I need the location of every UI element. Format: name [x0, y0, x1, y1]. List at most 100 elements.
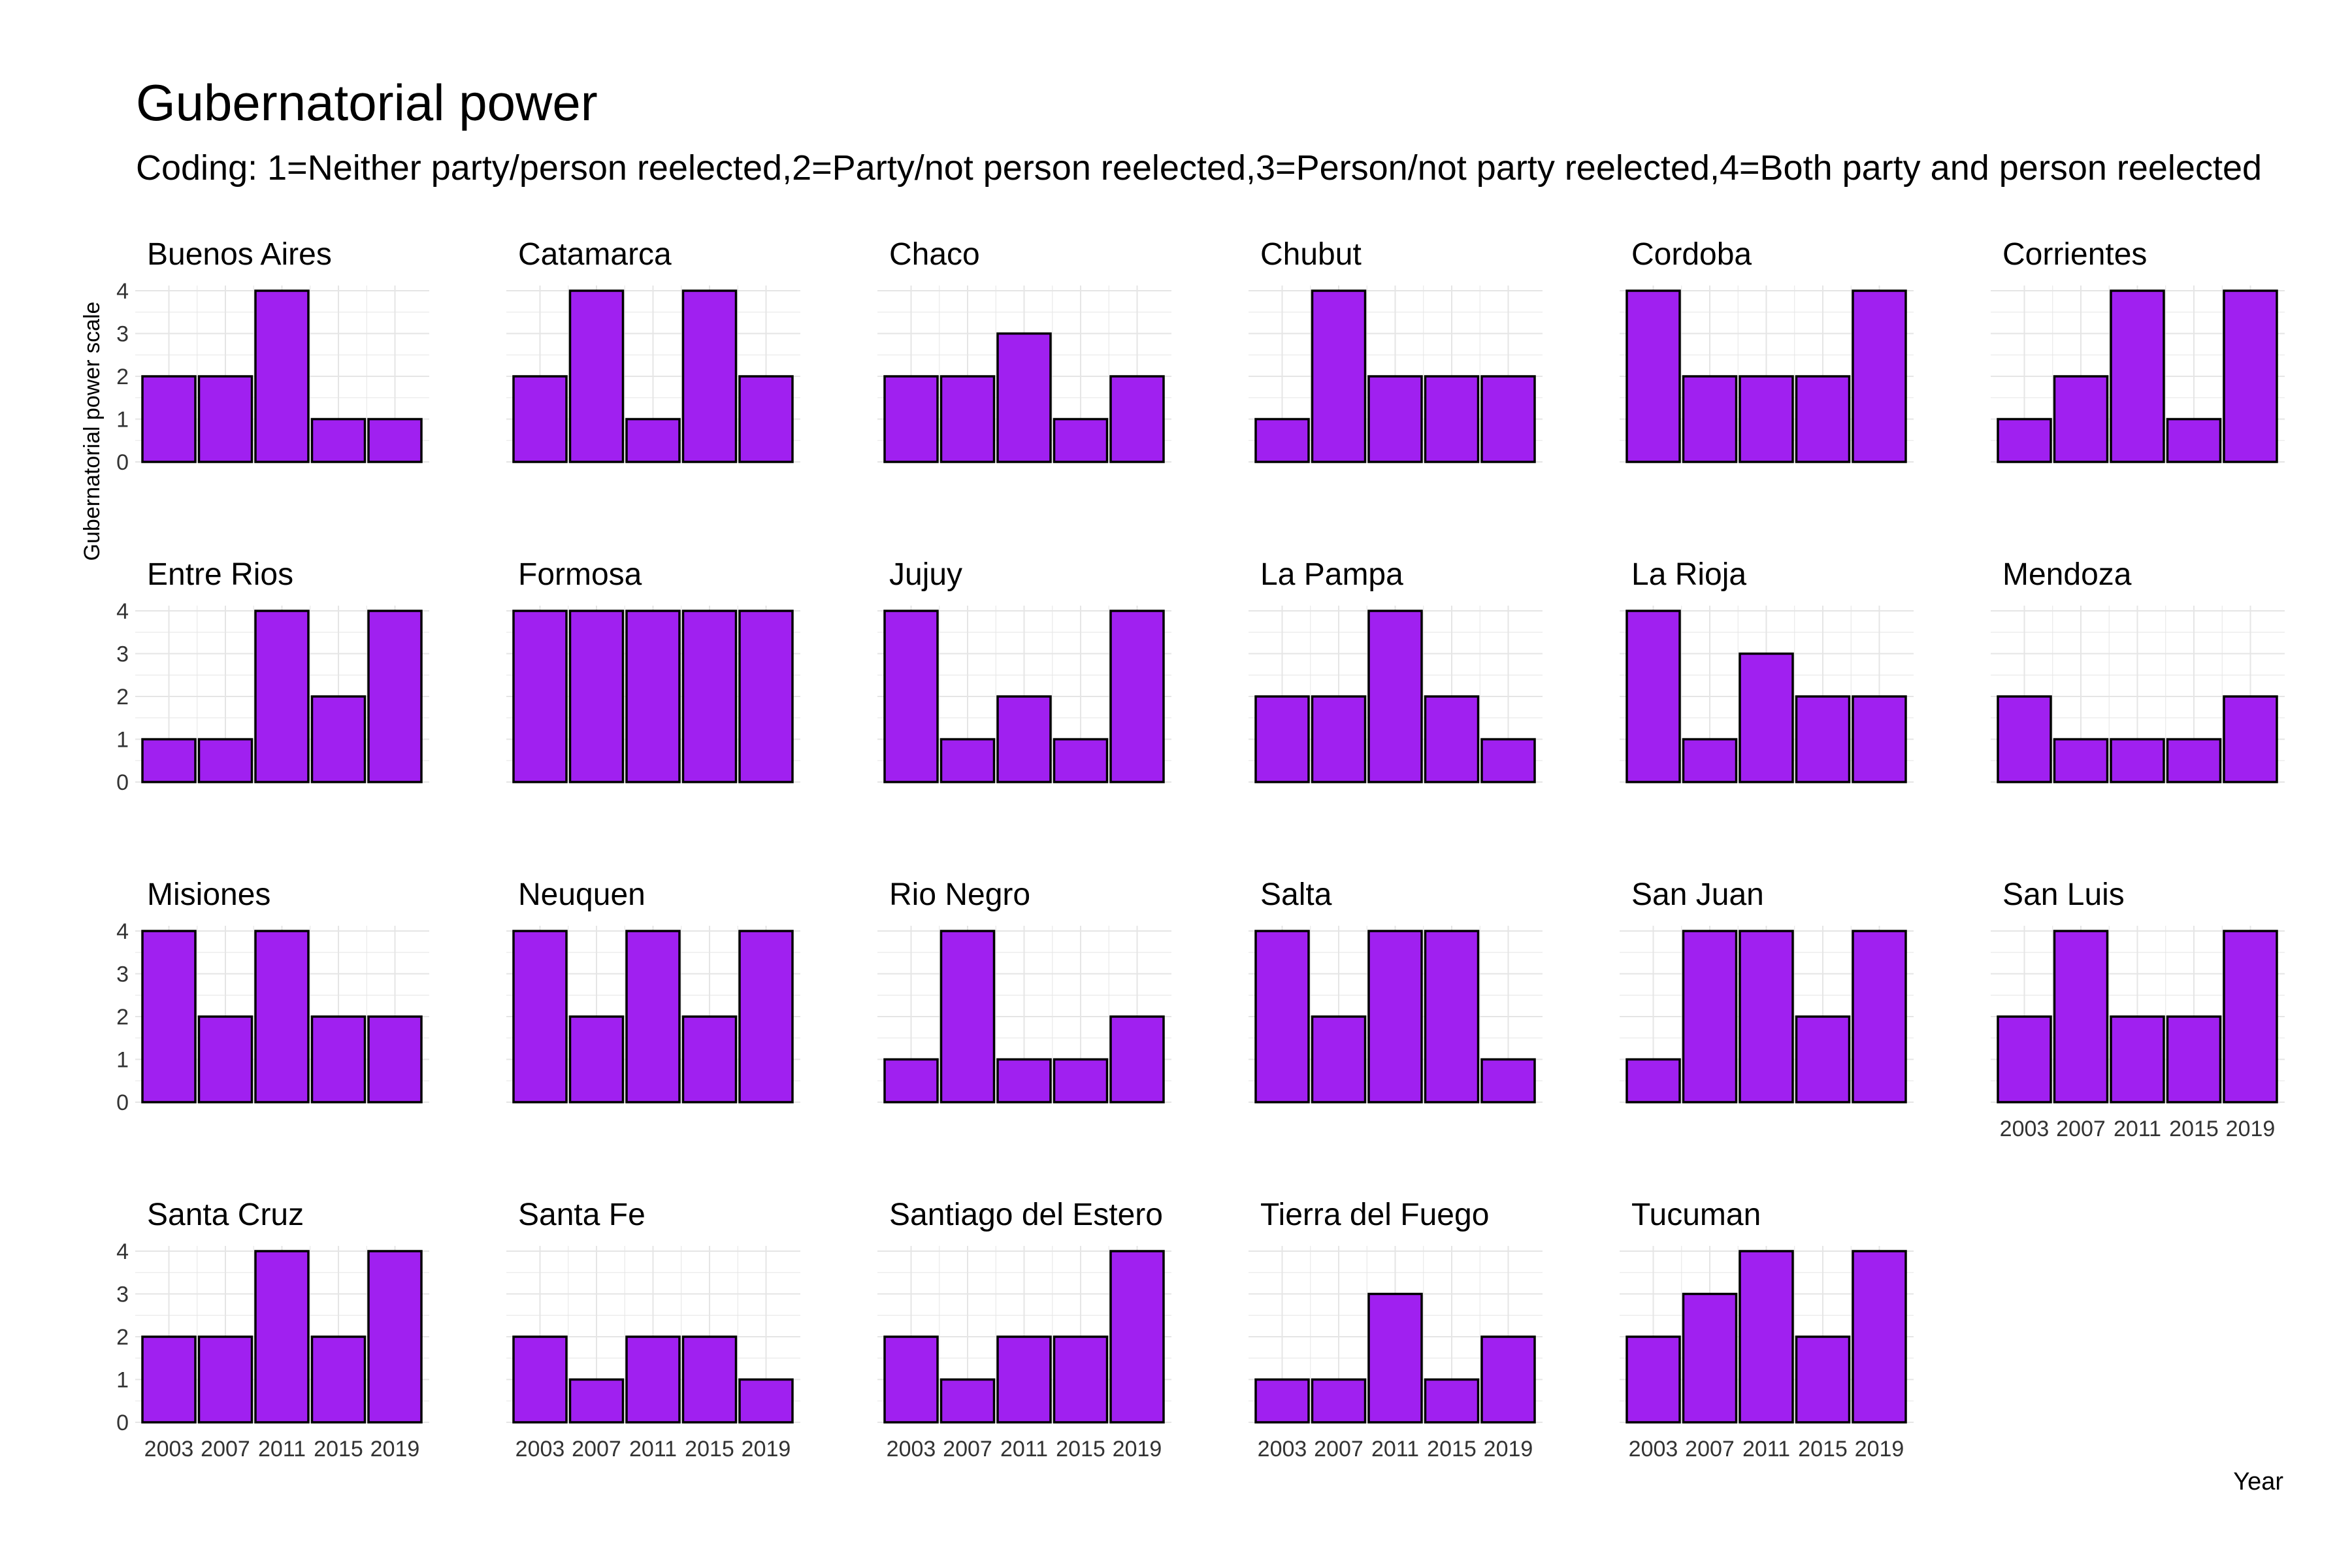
x-tick-label: 2015	[685, 1437, 734, 1462]
x-tick-label: 2019	[2226, 1117, 2276, 1141]
bar	[310, 1335, 367, 1424]
y-tick-label: 2	[116, 1325, 129, 1350]
bar	[1795, 695, 1851, 783]
bar	[1053, 1335, 1109, 1424]
bar	[1311, 289, 1367, 463]
x-tick-label: 2019	[1484, 1437, 1533, 1462]
bar	[1367, 1292, 1423, 1424]
bar	[738, 610, 794, 783]
bar	[254, 930, 310, 1103]
bar	[1424, 930, 1480, 1103]
bar	[883, 1058, 939, 1103]
panel-title: San Juan	[1631, 877, 1764, 912]
bar	[310, 417, 367, 463]
y-tick-label: 3	[116, 1282, 129, 1307]
bar	[2110, 289, 2165, 463]
bar	[2223, 289, 2278, 463]
bar	[1109, 1250, 1165, 1424]
bar	[883, 375, 939, 463]
bar	[939, 738, 996, 783]
y-tick-label: 0	[116, 1090, 129, 1115]
y-tick-label: 0	[116, 450, 129, 475]
x-tick-label: 2007	[943, 1437, 992, 1462]
panel-title: Neuquen	[518, 877, 645, 912]
bar	[1625, 1335, 1681, 1424]
bar	[738, 375, 794, 463]
bar	[367, 1250, 423, 1424]
bar	[738, 930, 794, 1103]
bar	[1852, 289, 1907, 463]
x-tick-label: 2011	[629, 1437, 677, 1462]
y-tick-label: 3	[116, 642, 129, 667]
chart-title: Gubernatorial power	[136, 74, 598, 131]
bar	[1625, 610, 1681, 783]
bar	[141, 930, 197, 1103]
y-tick-label: 1	[116, 1368, 129, 1393]
x-tick-label: 2003	[1629, 1437, 1678, 1462]
y-tick-label: 2	[116, 365, 129, 389]
x-tick-label: 2019	[1855, 1437, 1904, 1462]
bar	[1367, 930, 1423, 1103]
y-tick-label: 4	[116, 1239, 129, 1264]
bar	[1739, 375, 1794, 463]
bar	[512, 1335, 568, 1424]
y-tick-label: 4	[116, 279, 129, 304]
bar	[1852, 1250, 1907, 1424]
bar	[1852, 930, 1907, 1103]
bar	[625, 1335, 681, 1424]
bar	[1480, 1058, 1536, 1103]
bar	[996, 332, 1052, 463]
bar	[512, 610, 568, 783]
bar	[254, 1250, 310, 1424]
bar	[681, 1015, 738, 1103]
chart-subtitle: Coding: 1=Neither party/person reelected…	[136, 148, 2262, 188]
bar	[2166, 738, 2222, 783]
panel-title: Chaco	[889, 237, 980, 272]
bar	[2053, 375, 2109, 463]
y-tick-label: 0	[116, 1411, 129, 1435]
panel-title: Mendoza	[2002, 557, 2132, 592]
bar	[883, 1335, 939, 1424]
bar	[2166, 417, 2222, 463]
bar	[1424, 375, 1480, 463]
bar	[254, 610, 310, 783]
panel-title: Tucuman	[1631, 1198, 1761, 1232]
panel-title: Catamarca	[518, 237, 672, 272]
bar	[2110, 738, 2165, 783]
bar	[2110, 1015, 2165, 1103]
bar	[367, 417, 423, 463]
bar	[1997, 1015, 2052, 1103]
panel-title: Misiones	[147, 877, 270, 912]
x-tick-label: 2015	[1798, 1437, 1848, 1462]
panel-title: Salta	[1260, 877, 1332, 912]
panel-title: La Rioja	[1631, 557, 1746, 592]
x-tick-label: 2019	[1113, 1437, 1162, 1462]
x-tick-label: 2003	[515, 1437, 565, 1462]
bar	[568, 610, 625, 783]
bar	[512, 930, 568, 1103]
panel-title: La Pampa	[1260, 557, 1403, 592]
bar	[1682, 930, 1738, 1103]
x-tick-label: 2007	[1314, 1437, 1364, 1462]
bar	[1424, 1378, 1480, 1424]
panel-title: San Luis	[2002, 877, 2125, 912]
bar	[939, 375, 996, 463]
bar	[1795, 1335, 1851, 1424]
bar	[1109, 610, 1165, 783]
x-tick-label: 2007	[201, 1437, 250, 1462]
bar	[1480, 375, 1536, 463]
y-tick-label: 1	[116, 1048, 129, 1073]
bar	[1739, 1250, 1794, 1424]
bar	[197, 375, 253, 463]
panel-title: Santiago del Estero	[889, 1198, 1163, 1232]
bar	[310, 1015, 367, 1103]
bar	[738, 1378, 794, 1424]
bar	[996, 695, 1052, 783]
bar	[996, 1335, 1052, 1424]
bar	[1682, 375, 1738, 463]
bar	[2166, 1015, 2222, 1103]
bar	[568, 289, 625, 463]
bar	[939, 1378, 996, 1424]
bar	[1367, 610, 1423, 783]
bar	[512, 375, 568, 463]
